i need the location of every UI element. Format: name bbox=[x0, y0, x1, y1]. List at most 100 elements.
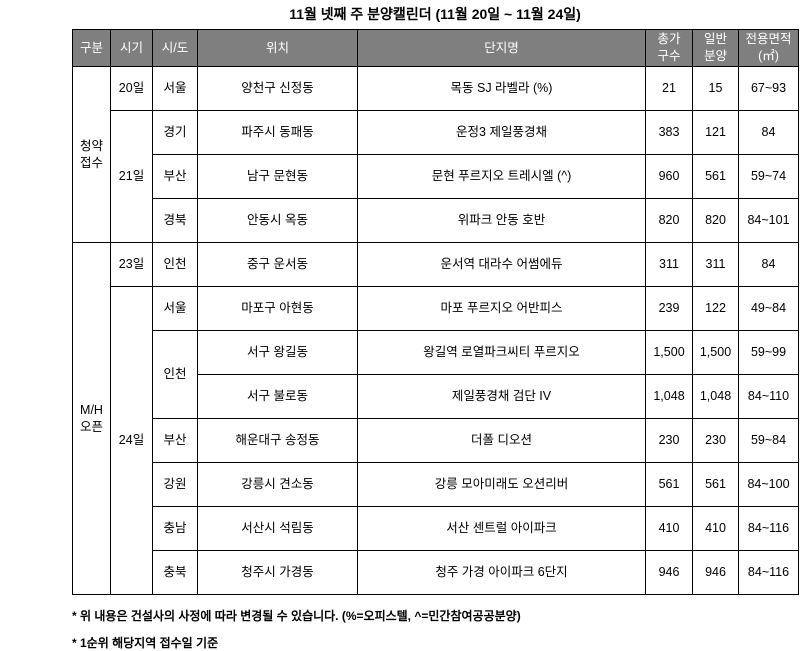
table-cell: 84~116 bbox=[738, 550, 799, 595]
table-cell: 122 bbox=[692, 286, 739, 331]
table-cell: 15 bbox=[692, 66, 739, 111]
table-cell: 21 bbox=[645, 66, 693, 111]
header-row: 구분 시기 시/도 위치 단지명 총가 구수 일반 분양 전용면적 (㎡) bbox=[72, 29, 799, 67]
table-cell: 청주 가경 아이파크 6단지 bbox=[357, 550, 646, 595]
group-cell-subscription: 청약 접수 bbox=[72, 66, 111, 243]
header-cell-3: 위치 bbox=[197, 29, 358, 67]
table-cell: 383 bbox=[645, 110, 693, 155]
table-cell: 운서역 대라수 어썸에듀 bbox=[357, 242, 646, 287]
table-row: 부산 해운대구 송정동 더폴 디오션 230 230 59~84 bbox=[73, 418, 799, 463]
table-cell: 49~84 bbox=[738, 286, 799, 331]
table-cell: 제일풍경채 검단 IV bbox=[357, 374, 646, 419]
table-cell: 충북 bbox=[152, 550, 198, 595]
table-cell: 운정3 제일풍경채 bbox=[357, 110, 646, 155]
table-cell: 남구 문현동 bbox=[197, 154, 358, 199]
table-row: 서구 불로동 제일풍경채 검단 IV 1,048 1,048 84~110 bbox=[73, 374, 799, 419]
table-cell: 마포 푸르지오 어반피스 bbox=[357, 286, 646, 331]
table-cell: 239 bbox=[645, 286, 693, 331]
page: 11월 넷째 주 분양캘린더 (11월 20일 ~ 11월 24일) 구분 시기 시… bbox=[72, 6, 799, 650]
table-row: M/H 오픈 23일 인천 중구 운서동 운서역 대라수 어썸에듀 311 311 84 bbox=[72, 242, 799, 595]
table-cell: 안동시 옥동 bbox=[197, 198, 358, 243]
table-cell: 서구 왕길동 bbox=[197, 330, 358, 375]
table-cell: 서산 센트럴 아이파크 bbox=[357, 506, 646, 551]
table-cell: 820 bbox=[645, 198, 693, 243]
table-cell: 84~110 bbox=[738, 374, 799, 419]
table-cell: 문현 푸르지오 트레시엘 (^) bbox=[357, 154, 646, 199]
table-cell: 121 bbox=[692, 110, 739, 155]
table-body: 청약 접수 20일 서울 양천구 신정동 목동 SJ 라벨라 (%) 21 15 67~93 2… bbox=[72, 66, 799, 595]
table-row: 부산 남구 문현동 문현 푸르지오 트레시엘 (^) 960 561 59~74 bbox=[73, 154, 799, 199]
table-cell: 59~99 bbox=[738, 330, 799, 375]
table-cell: 마포구 아현동 bbox=[197, 286, 358, 331]
date-cell: 23일 bbox=[110, 242, 153, 287]
table-row: 강원 강릉시 견소동 강릉 모아미래도 오션리버 561 561 84~100 bbox=[73, 462, 799, 507]
table-cell: 230 bbox=[645, 418, 693, 463]
table-cell: 강릉시 견소동 bbox=[197, 462, 358, 507]
table-cell: 서산시 석림동 bbox=[197, 506, 358, 551]
table-cell: 410 bbox=[692, 506, 739, 551]
table-cell: 서울 bbox=[152, 286, 198, 331]
table-cell: 960 bbox=[645, 154, 693, 199]
table-cell: 561 bbox=[645, 462, 693, 507]
table-cell: 59~84 bbox=[738, 418, 799, 463]
table-cell: 해운대구 송정동 bbox=[197, 418, 358, 463]
footnote-change-notice: * 위 내용은 건설사의 사정에 따라 변경될 수 있습니다. (%=오피스텔,… bbox=[72, 609, 521, 623]
table-cell: 강릉 모아미래도 오션리버 bbox=[357, 462, 646, 507]
table-cell: 84~101 bbox=[738, 198, 799, 243]
table-cell: 946 bbox=[645, 550, 693, 595]
table-cell: 84~100 bbox=[738, 462, 799, 507]
table-cell: 양천구 신정동 bbox=[197, 66, 358, 111]
header-cell-0: 구분 bbox=[72, 29, 111, 67]
table-cell: 946 bbox=[692, 550, 739, 595]
date-cell: 21일 bbox=[110, 110, 153, 243]
table-cell: 84 bbox=[738, 110, 799, 155]
header-cell-5: 총가 구수 bbox=[645, 29, 693, 67]
table-row: 충남 서산시 석림동 서산 센트럴 아이파크 410 410 84~116 bbox=[73, 506, 799, 551]
table-row: 인천 서구 왕길동 왕길역 로열파크씨티 푸르지오 1,500 1,500 59~99 bbox=[73, 330, 799, 419]
header-cell-6: 일반 분양 bbox=[692, 29, 739, 67]
date-cell: 20일 bbox=[110, 66, 153, 111]
table-cell: 경북 bbox=[152, 198, 198, 243]
table-cell: 311 bbox=[692, 242, 739, 287]
calendar-table: 구분 시기 시/도 위치 단지명 총가 구수 일반 분양 전용면적 (㎡) 청약 접수 20일 서… bbox=[72, 29, 799, 595]
table-cell: 목동 SJ 라벨라 (%) bbox=[357, 66, 646, 111]
table-cell: 820 bbox=[692, 198, 739, 243]
header-cell-7: 전용면적 (㎡) bbox=[738, 29, 799, 67]
table-cell: 파주시 동패동 bbox=[197, 110, 358, 155]
header-cell-2: 시/도 bbox=[152, 29, 198, 67]
table-cell: 561 bbox=[692, 154, 739, 199]
table-cell: 인천 bbox=[152, 242, 198, 287]
table-cell: 부산 bbox=[152, 154, 198, 199]
table-cell: 경기 bbox=[152, 110, 198, 155]
table-cell: 410 bbox=[645, 506, 693, 551]
table-cell: 84 bbox=[738, 242, 799, 287]
table-cell: 59~74 bbox=[738, 154, 799, 199]
header-cell-4: 단지명 bbox=[357, 29, 646, 67]
table-cell: 강원 bbox=[152, 462, 198, 507]
date-cell: 24일 bbox=[110, 286, 153, 595]
table-cell: 왕길역 로열파크씨티 푸르지오 bbox=[357, 330, 646, 375]
table-cell: 서구 불로동 bbox=[197, 374, 358, 419]
table-row: 21일 경기 파주시 동패동 운정3 제일풍경채 383 121 84 bbox=[73, 110, 799, 243]
table-cell: 1,500 bbox=[692, 330, 739, 375]
table-row: 경북 안동시 옥동 위파크 안동 호반 820 820 84~101 bbox=[73, 198, 799, 243]
table-row: 24일 서울 마포구 아현동 마포 푸르지오 어반피스 239 122 49~84 bbox=[73, 286, 799, 595]
table-cell: 1,048 bbox=[645, 374, 693, 419]
table-cell: 1,048 bbox=[692, 374, 739, 419]
table-cell: 충남 bbox=[152, 506, 198, 551]
table-cell: 561 bbox=[692, 462, 739, 507]
group-cell-mh-open: M/H 오픈 bbox=[72, 242, 111, 595]
table-cell: 311 bbox=[645, 242, 693, 287]
table-cell: 위파크 안동 호반 bbox=[357, 198, 646, 243]
header-cell-1: 시기 bbox=[110, 29, 153, 67]
table-cell: 더폴 디오션 bbox=[357, 418, 646, 463]
footnotes: * 위 내용은 건설사의 사정에 따라 변경될 수 있습니다. (%=오피스텔,… bbox=[72, 607, 800, 651]
table-header: 구분 시기 시/도 위치 단지명 총가 구수 일반 분양 전용면적 (㎡) bbox=[72, 29, 799, 67]
table-row: 청약 접수 20일 서울 양천구 신정동 목동 SJ 라벨라 (%) 21 15 67~93 bbox=[72, 66, 799, 243]
table-cell: 1,500 bbox=[645, 330, 693, 375]
table-cell: 84~116 bbox=[738, 506, 799, 551]
table-cell: 서울 bbox=[152, 66, 198, 111]
region-cell: 인천 bbox=[152, 330, 198, 419]
table-row: 충북 청주시 가경동 청주 가경 아이파크 6단지 946 946 84~116 bbox=[73, 550, 799, 595]
table-cell: 부산 bbox=[152, 418, 198, 463]
